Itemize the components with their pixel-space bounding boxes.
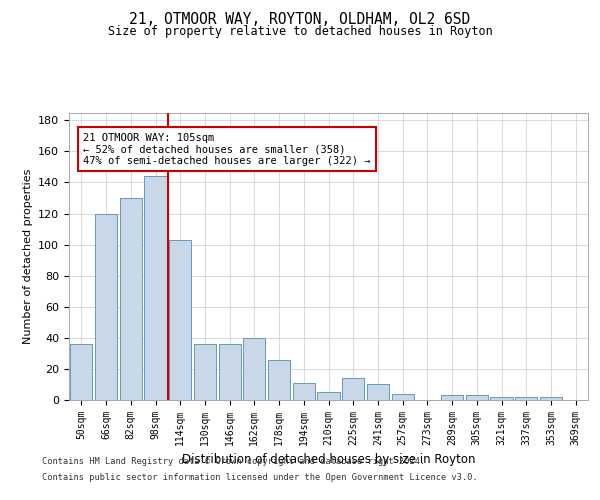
Text: 21, OTMOOR WAY, ROYTON, OLDHAM, OL2 6SD: 21, OTMOOR WAY, ROYTON, OLDHAM, OL2 6SD xyxy=(130,12,470,28)
Bar xyxy=(367,384,389,400)
Bar xyxy=(169,240,191,400)
Text: 21 OTMOOR WAY: 105sqm
← 52% of detached houses are smaller (358)
47% of semi-det: 21 OTMOOR WAY: 105sqm ← 52% of detached … xyxy=(83,132,371,166)
Bar xyxy=(243,338,265,400)
Bar xyxy=(515,397,538,400)
Bar xyxy=(490,397,512,400)
Text: Contains HM Land Registry data © Crown copyright and database right 2024.: Contains HM Land Registry data © Crown c… xyxy=(42,458,425,466)
Text: Contains public sector information licensed under the Open Government Licence v3: Contains public sector information licen… xyxy=(42,472,478,482)
Bar xyxy=(70,344,92,400)
Bar xyxy=(293,383,315,400)
Bar xyxy=(119,198,142,400)
Bar xyxy=(218,344,241,400)
Bar xyxy=(392,394,414,400)
Bar xyxy=(540,397,562,400)
Bar xyxy=(466,396,488,400)
Text: Size of property relative to detached houses in Royton: Size of property relative to detached ho… xyxy=(107,25,493,38)
Y-axis label: Number of detached properties: Number of detached properties xyxy=(23,168,32,344)
X-axis label: Distribution of detached houses by size in Royton: Distribution of detached houses by size … xyxy=(182,454,475,466)
Bar xyxy=(268,360,290,400)
Bar xyxy=(145,176,167,400)
Bar xyxy=(317,392,340,400)
Bar xyxy=(95,214,117,400)
Bar xyxy=(342,378,364,400)
Bar xyxy=(194,344,216,400)
Bar xyxy=(441,396,463,400)
